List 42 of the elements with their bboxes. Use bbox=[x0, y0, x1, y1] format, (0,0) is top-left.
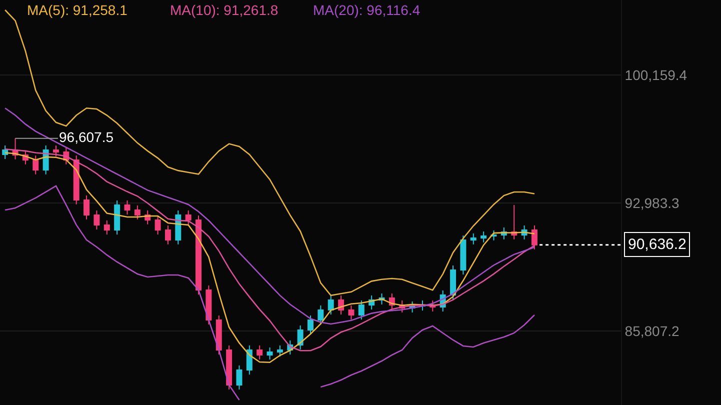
candlestick bbox=[276, 345, 283, 357]
candlestick bbox=[450, 265, 456, 300]
candlestick bbox=[84, 195, 90, 220]
candlestick bbox=[470, 233, 476, 245]
candlestick bbox=[73, 155, 80, 205]
line-series bbox=[4, 107, 536, 325]
candlestick bbox=[206, 285, 212, 325]
candlestick bbox=[358, 300, 364, 320]
annotation: 96,607.5 bbox=[59, 129, 114, 145]
candlestick bbox=[256, 345, 263, 360]
candlestick bbox=[216, 315, 222, 355]
candlestick bbox=[185, 210, 192, 225]
candlestick bbox=[114, 200, 120, 235]
candlestick bbox=[154, 215, 161, 235]
candlestick bbox=[328, 295, 334, 315]
candlestick bbox=[480, 231, 487, 243]
candlestick bbox=[196, 215, 202, 295]
candlestick bbox=[32, 155, 39, 175]
candlestick bbox=[318, 305, 324, 325]
candlestick bbox=[94, 210, 100, 230]
candlestick bbox=[308, 315, 314, 335]
candlestick bbox=[175, 210, 182, 245]
candlestick bbox=[236, 365, 242, 390]
y-tick-label: 85,807.2 bbox=[624, 322, 680, 339]
ref-line-label: 90,636.2 bbox=[628, 236, 686, 253]
y-tick-label: 100,159.4 bbox=[624, 66, 688, 83]
y-tick-label: 92,983.3 bbox=[624, 194, 680, 211]
annotation: MA(10): 91,261.8 bbox=[170, 2, 278, 18]
candlestick bbox=[460, 235, 466, 275]
annotation: MA(5): 91,258.1 bbox=[27, 2, 128, 18]
candlestick bbox=[134, 205, 140, 220]
candlestick bbox=[53, 145, 59, 157]
candlestick bbox=[531, 225, 538, 250]
candlestick bbox=[246, 345, 252, 375]
candlestick bbox=[226, 345, 232, 390]
candlestick bbox=[124, 200, 130, 215]
candlestick bbox=[164, 225, 171, 245]
candlestick bbox=[266, 347, 273, 360]
candlestick bbox=[348, 305, 354, 320]
candlestick bbox=[297, 325, 304, 350]
annotation: MA(20): 96,116.4 bbox=[313, 2, 420, 18]
candlestick bbox=[104, 220, 110, 235]
